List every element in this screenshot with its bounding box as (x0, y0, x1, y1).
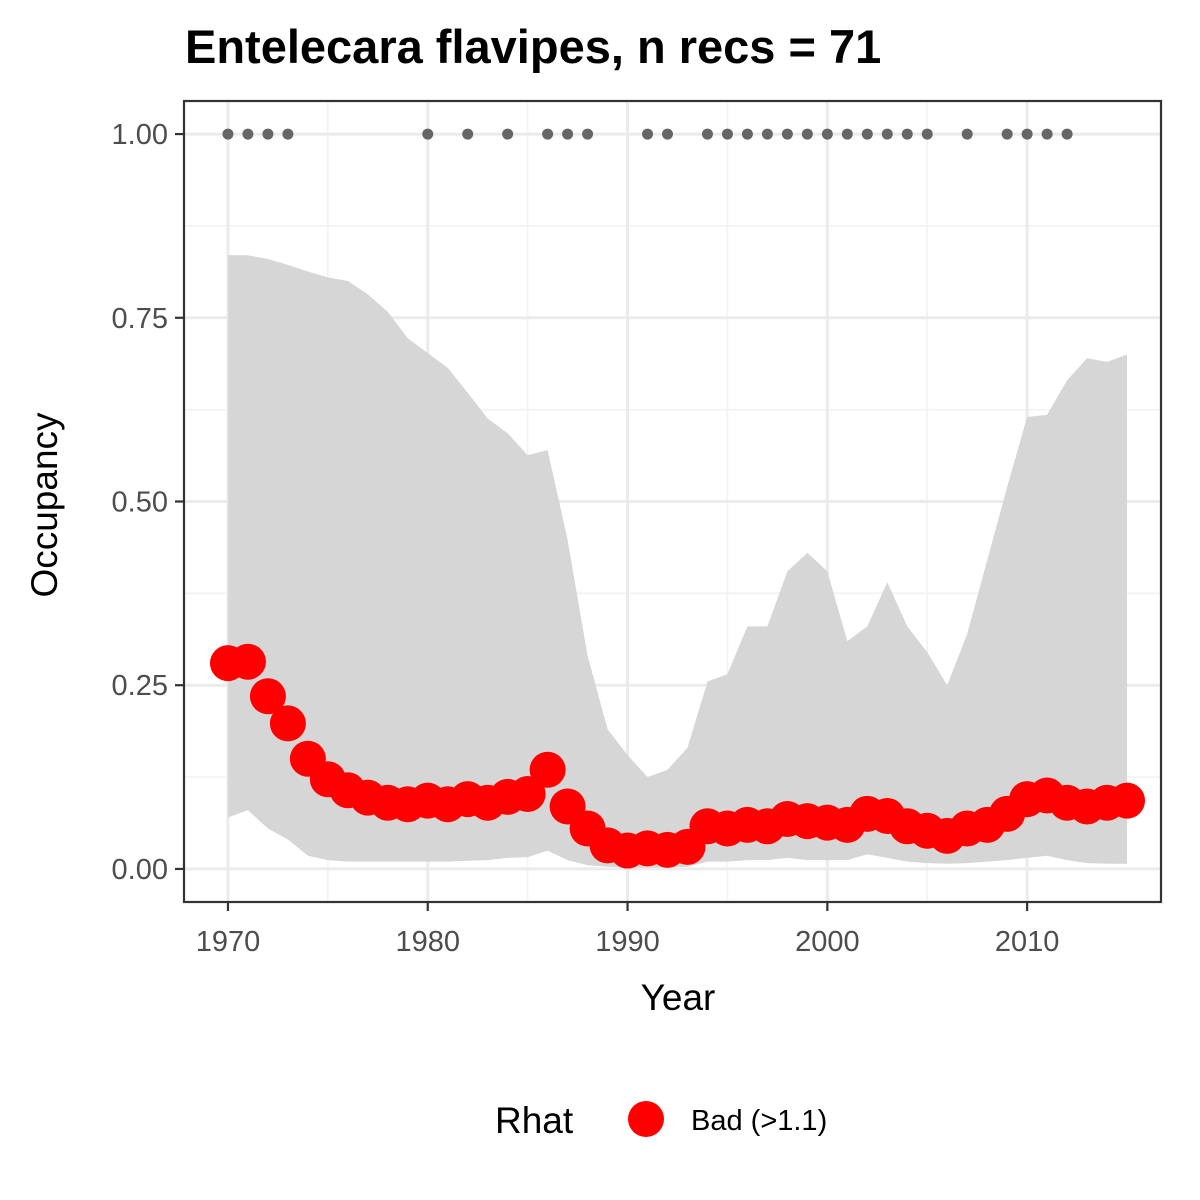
occupancy-point (509, 775, 546, 812)
record-point (781, 128, 793, 140)
occupancy-point (229, 643, 266, 680)
record-point (422, 128, 434, 140)
record-point (721, 128, 733, 140)
x-axis-title: Year (641, 977, 716, 1018)
record-point (222, 128, 234, 140)
y-axis-title: Occupancy (24, 412, 65, 598)
occupancy-point (249, 678, 286, 715)
x-tick-label: 1970 (196, 926, 261, 958)
x-tick-label: 1980 (395, 926, 460, 958)
legend-title: Rhat (495, 1100, 574, 1141)
record-point (1061, 128, 1073, 140)
legend-key-bad (628, 1101, 664, 1137)
record-point (921, 128, 933, 140)
record-point (1021, 128, 1033, 140)
x-tick-label: 1990 (595, 926, 660, 958)
record-points-layer (222, 128, 1073, 140)
occupancy-point (1109, 782, 1146, 819)
record-point (282, 128, 294, 140)
record-point (961, 128, 973, 140)
legend-label-bad: Bad (>1.1) (691, 1105, 827, 1137)
record-point (901, 128, 913, 140)
legend: Rhat Bad (>1.1) (495, 1100, 827, 1141)
x-tick-label: 2000 (795, 926, 860, 958)
record-point (1041, 128, 1053, 140)
y-tick-label: 1.00 (112, 119, 168, 151)
y-tick-label: 0.50 (112, 487, 168, 519)
record-point (662, 128, 674, 140)
record-point (642, 128, 654, 140)
credible-interval-ribbon (228, 255, 1127, 868)
record-point (701, 128, 713, 140)
x-axis: 1970 1980 1990 2000 2010 (196, 902, 1060, 958)
credible-interval-layer (228, 255, 1127, 868)
record-point (821, 128, 833, 140)
x-tick-label: 2010 (995, 926, 1060, 958)
y-axis: 0.00 0.25 0.50 0.75 1.00 (112, 119, 184, 886)
record-point (542, 128, 554, 140)
record-point (881, 128, 893, 140)
occupancy-points-layer (209, 643, 1146, 869)
record-point (242, 128, 254, 140)
chart-title: Entelecara flavipes, n recs = 71 (185, 20, 881, 73)
record-point (582, 128, 594, 140)
record-point (502, 128, 514, 140)
record-point (1001, 128, 1013, 140)
record-point (262, 128, 274, 140)
record-point (741, 128, 753, 140)
y-tick-label: 0.25 (112, 670, 168, 702)
record-point (841, 128, 853, 140)
occupancy-point (269, 705, 306, 742)
occupancy-point (529, 751, 566, 788)
record-point (801, 128, 813, 140)
record-point (761, 128, 773, 140)
record-point (462, 128, 474, 140)
y-tick-label: 0.00 (112, 854, 168, 886)
y-tick-label: 0.75 (112, 303, 168, 335)
record-point (861, 128, 873, 140)
record-point (562, 128, 574, 140)
